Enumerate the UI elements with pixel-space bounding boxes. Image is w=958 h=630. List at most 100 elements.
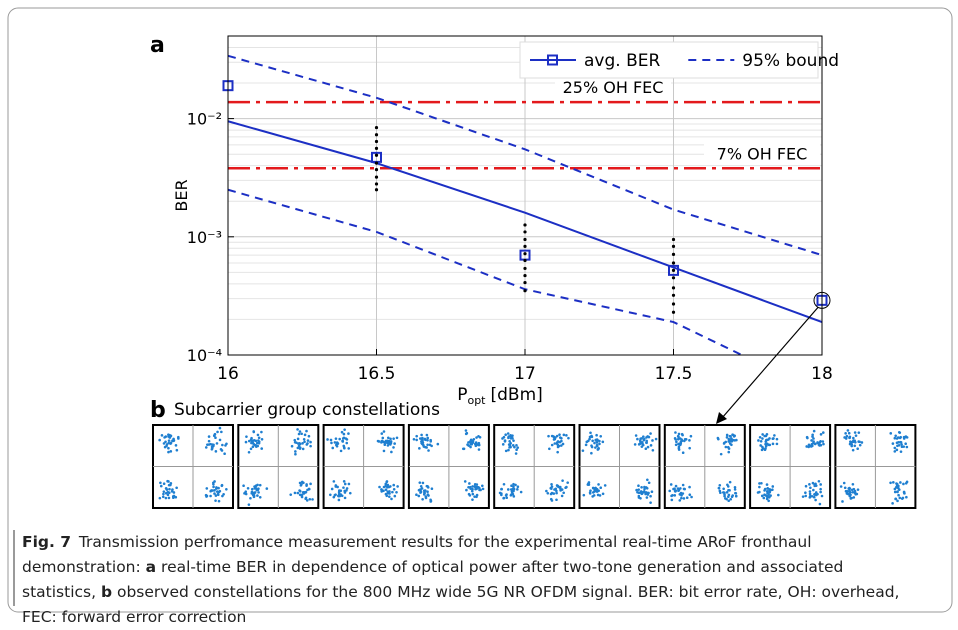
constellation-point	[731, 494, 734, 497]
constellation-point	[547, 434, 550, 438]
constellation-point	[341, 440, 345, 443]
panel-title: Subcarrier group constellations	[174, 400, 440, 420]
constellation-point	[548, 447, 551, 451]
constellation-point	[771, 485, 775, 488]
constellation-point	[169, 450, 173, 453]
constellation-point	[668, 489, 672, 493]
constellation-point	[854, 434, 858, 437]
constellation-point	[850, 444, 854, 448]
constellation-point	[421, 481, 425, 485]
constellation-point	[817, 479, 821, 483]
constellation-point	[207, 439, 211, 443]
constellation-point	[218, 438, 222, 442]
constellation-point	[651, 439, 654, 442]
constellation-point	[158, 496, 162, 500]
constellation-point	[298, 430, 302, 433]
constellation-point	[343, 496, 347, 500]
constellation-point	[851, 482, 855, 486]
constellation-point	[519, 490, 523, 494]
constellation-point	[252, 442, 255, 446]
constellation-point	[765, 438, 769, 442]
constellation-point	[545, 489, 548, 493]
constellation-point	[593, 441, 596, 445]
constellation-point	[396, 485, 399, 488]
constellation-point	[504, 494, 508, 497]
constellation-point	[465, 488, 468, 492]
constellation-point	[464, 429, 468, 432]
constellation-point	[596, 444, 599, 448]
constellation-point	[507, 448, 510, 452]
constellation-point	[848, 435, 852, 439]
constellation-point	[471, 498, 474, 501]
constellation-point	[680, 496, 683, 500]
constellation-point	[304, 491, 307, 494]
constellation-point	[507, 435, 510, 438]
constellation-point	[565, 485, 568, 489]
constellation-point	[383, 441, 387, 445]
constellation-point	[169, 482, 173, 485]
constellation-point	[309, 482, 312, 486]
constellation-point	[643, 487, 646, 491]
constellation-point	[674, 431, 677, 434]
constellation-point	[387, 485, 391, 489]
constellation-point	[853, 444, 857, 448]
constellation-point	[763, 434, 766, 438]
constellation-point	[760, 481, 763, 485]
y-tick-label: 10⁻²	[187, 110, 222, 129]
constellation-point	[210, 447, 214, 451]
constellation-point	[342, 446, 346, 449]
constellation-point	[585, 440, 589, 444]
constellation-point	[260, 437, 264, 441]
constellation-point	[808, 496, 812, 499]
constellation-point	[680, 494, 683, 497]
constellation-point	[896, 444, 899, 448]
stat-dot	[671, 286, 676, 290]
stat-dot	[523, 237, 527, 242]
constellation-point	[516, 488, 519, 491]
constellation-point	[804, 484, 808, 488]
constellation-point	[858, 440, 861, 444]
constellation-point	[303, 433, 307, 437]
constellation-point	[293, 438, 297, 442]
constellation-point	[293, 440, 297, 444]
constellation-point	[220, 483, 224, 487]
constellation-point	[562, 433, 566, 437]
constellation-point	[242, 484, 245, 487]
constellation-point	[505, 496, 509, 500]
constellation-point	[298, 442, 302, 446]
constellation-point	[677, 489, 680, 492]
constellation-point	[719, 491, 722, 494]
constellation-point	[164, 491, 168, 495]
constellation-point	[389, 437, 392, 441]
constellation-point	[905, 480, 909, 484]
stat-dot	[374, 133, 379, 137]
constellation-point	[418, 447, 421, 450]
constellation-point	[506, 432, 510, 435]
constellation-point	[760, 494, 764, 498]
constellation-point	[252, 492, 256, 496]
legend-label: avg. BER	[584, 51, 660, 71]
constellation-point	[252, 494, 256, 498]
constellation-point	[733, 485, 737, 489]
constellation-point	[589, 489, 592, 492]
constellation-point	[377, 440, 381, 443]
constellation-point	[504, 449, 508, 453]
constellation-point	[345, 438, 349, 441]
constellation-point	[773, 434, 776, 437]
constellation-point	[767, 443, 770, 447]
constellation-point	[841, 500, 844, 503]
constellation-point	[511, 434, 514, 437]
constellation-point	[168, 436, 172, 439]
constellation-point	[254, 484, 258, 487]
constellation-point	[897, 488, 901, 491]
constellation-point	[247, 503, 251, 506]
constellation-point	[158, 438, 161, 442]
constellation-point	[419, 485, 423, 488]
constellation-point	[904, 435, 908, 438]
constellation-point	[725, 497, 728, 501]
constellation-point	[812, 488, 815, 492]
constellation-point	[392, 487, 396, 491]
constellation-point	[673, 487, 676, 491]
constellation-point	[669, 483, 673, 486]
constellation-point	[726, 483, 729, 487]
